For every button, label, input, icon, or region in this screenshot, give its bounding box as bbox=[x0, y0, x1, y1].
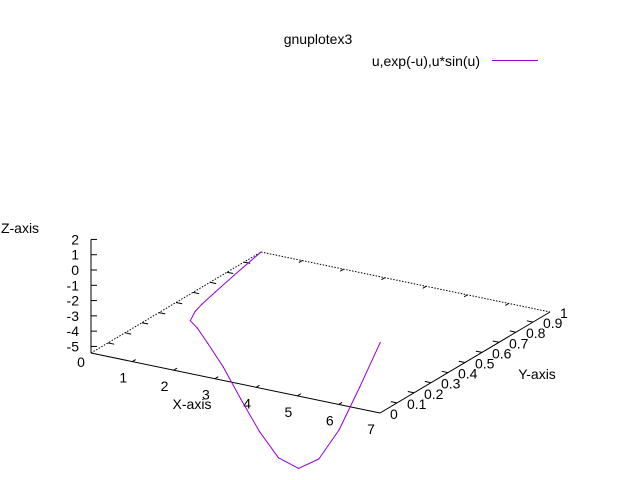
series-point bbox=[298, 467, 300, 469]
legend: u,exp(-u),u*sin(u) bbox=[372, 53, 538, 69]
series-point bbox=[277, 457, 280, 459]
x-tick bbox=[255, 384, 260, 388]
x-tick-far bbox=[463, 294, 468, 298]
z-tick-label: -4 bbox=[67, 323, 80, 339]
z-tick-label: 2 bbox=[71, 231, 79, 247]
series bbox=[189, 251, 381, 469]
z-tick-label: -5 bbox=[67, 338, 80, 354]
y-tick-label: 0 bbox=[390, 406, 398, 422]
x-tick bbox=[338, 401, 343, 405]
x-tick bbox=[297, 393, 302, 397]
y-tick bbox=[526, 320, 534, 323]
x-tick-label: 7 bbox=[367, 421, 375, 437]
x-tick bbox=[132, 359, 136, 363]
x-axis-line bbox=[90, 352, 381, 414]
y-axis-label: Y-axis bbox=[518, 366, 556, 382]
series-point bbox=[240, 398, 242, 400]
y-tick-label: 0.2 bbox=[424, 386, 444, 402]
z-tick-label: 0 bbox=[71, 262, 79, 278]
y-tick-label: 0.3 bbox=[441, 376, 461, 392]
x-tick-label: 1 bbox=[119, 370, 127, 386]
z-tick-label: -1 bbox=[67, 277, 80, 293]
y-tick-label: 0.4 bbox=[458, 366, 478, 382]
series-point bbox=[318, 458, 320, 460]
series-point bbox=[258, 431, 261, 433]
series-point bbox=[338, 429, 340, 431]
x-tick-far bbox=[339, 268, 344, 272]
series-point bbox=[207, 342, 209, 344]
z-axis-label: Z-axis bbox=[1, 220, 39, 236]
x-tick-label: 2 bbox=[161, 378, 169, 394]
x-tick-far bbox=[505, 302, 509, 306]
y-tick-far bbox=[175, 302, 183, 305]
y-tick-label: 0.6 bbox=[492, 345, 512, 361]
x-tick bbox=[214, 376, 219, 380]
series-point bbox=[214, 291, 216, 293]
y-tick-label: 0.5 bbox=[475, 356, 495, 372]
series-point bbox=[189, 320, 191, 322]
back-x-edge bbox=[260, 251, 551, 313]
x-tick-far bbox=[381, 277, 386, 281]
series-point bbox=[379, 342, 381, 344]
y-tick bbox=[458, 360, 466, 363]
x-tick-label: 4 bbox=[243, 395, 251, 411]
series-point bbox=[222, 366, 224, 368]
x-axis-label: X-axis bbox=[173, 396, 212, 412]
x-tick-label: 3 bbox=[202, 387, 210, 403]
legend-label: u,exp(-u),u*sin(u) bbox=[372, 53, 480, 69]
x-tick-far bbox=[298, 260, 303, 264]
chart-title: gnuplotex3 bbox=[284, 31, 353, 47]
z-tick-label: 1 bbox=[71, 247, 79, 263]
y-tick-label: 0.8 bbox=[526, 325, 546, 341]
y-tick-far bbox=[226, 271, 234, 274]
z-tick-label: -3 bbox=[67, 308, 80, 324]
series-line bbox=[189, 251, 381, 469]
y-tick-far bbox=[192, 291, 200, 295]
y-tick bbox=[441, 370, 449, 374]
series-point bbox=[201, 303, 203, 305]
x-tick-far bbox=[422, 285, 427, 289]
y-tick bbox=[407, 391, 415, 394]
y-tick-far bbox=[158, 312, 166, 315]
x-tick bbox=[173, 367, 178, 371]
y-tick-label: 0.7 bbox=[509, 335, 529, 351]
series-point bbox=[196, 327, 198, 329]
y-tick-far bbox=[141, 322, 149, 325]
y-tick-label: 1 bbox=[560, 305, 568, 321]
y-tick bbox=[509, 330, 517, 333]
series-point bbox=[194, 310, 196, 312]
y-tick bbox=[424, 380, 432, 384]
y-tick bbox=[390, 401, 398, 404]
series-point bbox=[260, 251, 262, 253]
x-tick-label: 0 bbox=[77, 354, 85, 370]
series-point bbox=[233, 274, 235, 276]
y-tick-label: 0.9 bbox=[543, 315, 563, 331]
y-tick-far bbox=[107, 342, 115, 345]
y-tick-label: 0.1 bbox=[407, 396, 427, 412]
y-tick-far bbox=[124, 332, 132, 335]
ticks: 210-1-2-3-4-50123456700.10.20.30.40.50.6… bbox=[67, 231, 568, 437]
series-point bbox=[359, 386, 361, 388]
y-tick-far bbox=[209, 281, 217, 285]
x-tick-label: 6 bbox=[326, 412, 334, 428]
x-tick-label: 5 bbox=[285, 404, 293, 420]
y-tick bbox=[475, 350, 483, 353]
y-tick bbox=[492, 340, 500, 343]
z-tick-label: -2 bbox=[67, 293, 80, 309]
y-tick-far bbox=[243, 261, 251, 264]
